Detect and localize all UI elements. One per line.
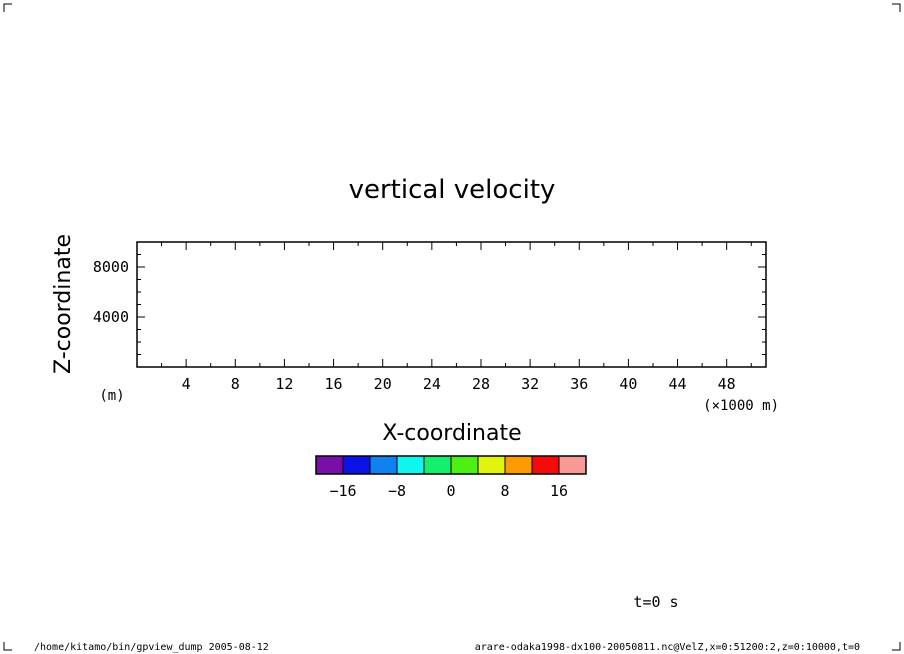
x-tick-label: 48 <box>718 375 736 393</box>
crop-mark-bottom-right <box>892 642 901 651</box>
x-tick-label: 4 <box>182 375 191 393</box>
colorbar-tick-label: 8 <box>500 482 509 500</box>
footer-left: /home/kitamo/bin/gpview_dump 2005-08-12 <box>34 642 269 653</box>
crop-mark-top-left <box>3 3 12 12</box>
colorbar <box>315 455 587 475</box>
colorbar-swatch <box>396 455 425 475</box>
colorbar-swatch <box>423 455 452 475</box>
colorbar-labels: −16 −8 0 8 16 <box>329 482 568 500</box>
colorbar-swatch <box>558 455 587 475</box>
crop-marks <box>3 3 901 651</box>
colorbar-swatch <box>504 455 533 475</box>
colorbar-swatch <box>369 455 398 475</box>
x-tick-label: 44 <box>669 375 687 393</box>
time-annotation: t=0 s <box>633 593 678 611</box>
colorbar-swatch <box>531 455 560 475</box>
x-tick-label: 8 <box>231 375 240 393</box>
footer-right: arare-odaka1998-dx100-20050811.nc@VelZ,x… <box>475 642 860 653</box>
x-tick-label: 16 <box>325 375 343 393</box>
x-axis-label: X-coordinate <box>382 421 521 446</box>
x-tick-label: 32 <box>521 375 539 393</box>
x-tick-label: 36 <box>570 375 588 393</box>
chart-title: vertical velocity <box>349 175 556 205</box>
x-tick-label: 40 <box>619 375 637 393</box>
colorbar-tick-label: −8 <box>388 482 406 500</box>
x-tick-label: 28 <box>472 375 490 393</box>
colorbar-frame <box>315 455 587 475</box>
colorbar-swatch <box>450 455 479 475</box>
x-tick-label: 24 <box>423 375 441 393</box>
colorbar-swatch <box>342 455 371 475</box>
plot-frame <box>136 241 767 368</box>
x-axis: 4 8 12 16 20 24 28 32 36 40 44 48 <box>161 242 752 393</box>
crop-mark-bottom-left <box>3 642 12 651</box>
colorbar-tick-label: 16 <box>550 482 568 500</box>
x-axis-unit: (×1000 m) <box>703 398 779 414</box>
x-tick-label: 20 <box>374 375 392 393</box>
y-axis: 4000 8000 <box>93 254 766 355</box>
colorbar-tick-label: 0 <box>446 482 455 500</box>
crop-mark-top-right <box>892 3 901 12</box>
colorbar-tick-label: −16 <box>329 482 356 500</box>
y-tick-label: 8000 <box>93 258 129 276</box>
y-axis-unit: (m) <box>99 388 124 404</box>
x-tick-label: 12 <box>275 375 293 393</box>
colorbar-swatch <box>477 455 506 475</box>
colorbar-swatch <box>315 455 344 475</box>
y-axis-label: Z-coordinate <box>51 234 76 374</box>
y-tick-label: 4000 <box>93 308 129 326</box>
